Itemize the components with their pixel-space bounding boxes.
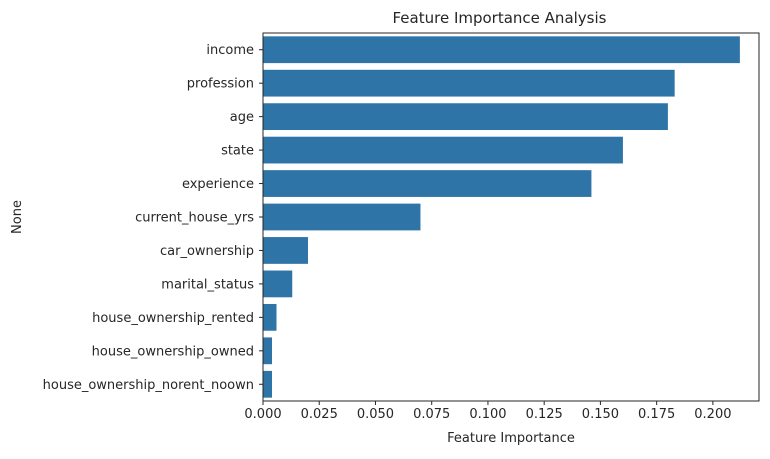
bar-house-ownership-norent-noown (263, 370, 272, 398)
y-tick-label: house_ownership_norent_noown (43, 378, 254, 393)
y-tick-label: house_ownership_rented (92, 311, 254, 326)
y-tick-label: marital_status (161, 277, 254, 292)
y-tick-label: age (230, 110, 254, 125)
y-axis-label: None (10, 200, 25, 234)
bar-marital-status (263, 270, 293, 298)
x-tick-label: 0.150 (582, 407, 619, 422)
x-axis-ticks: 0.000 0.025 0.050 0.075 0.100 0.125 0.150 0.175… (244, 401, 731, 422)
x-tick-label: 0.025 (301, 407, 338, 422)
x-tick-label: 0.050 (357, 407, 394, 422)
x-tick-label: 0.200 (694, 407, 731, 422)
x-tick-label: 0.100 (469, 407, 506, 422)
chart-title: Feature Importance Analysis (393, 9, 607, 27)
y-tick-label: experience (182, 177, 254, 192)
x-axis-label: Feature Importance (447, 431, 575, 446)
y-tick-label: profession (187, 77, 254, 92)
bar-income (263, 36, 740, 64)
x-tick-label: 0.000 (244, 407, 281, 422)
bar-car-ownership (263, 237, 308, 264)
plot-area-frame (262, 32, 760, 402)
bar-house-ownership-rented (263, 303, 277, 331)
y-tick-label: current_house_yrs (135, 211, 254, 226)
y-tick-label: state (221, 144, 254, 159)
y-tick-label: house_ownership_owned (92, 344, 254, 359)
bar-current-house-yrs (263, 203, 421, 231)
y-tick-label: income (206, 43, 254, 58)
y-tick-label: car_ownership (160, 244, 254, 259)
bar-house-ownership-owned (263, 337, 272, 365)
x-tick-label: 0.175 (638, 407, 675, 422)
bars-layer (263, 36, 740, 398)
bar-profession (263, 69, 675, 97)
bar-experience (263, 170, 592, 197)
x-tick-label: 0.125 (526, 407, 563, 422)
bar-state (263, 136, 623, 164)
x-tick-label: 0.075 (413, 407, 450, 422)
bar-age (263, 103, 668, 131)
y-axis-ticks: income profession age state experience curren… (43, 43, 263, 393)
